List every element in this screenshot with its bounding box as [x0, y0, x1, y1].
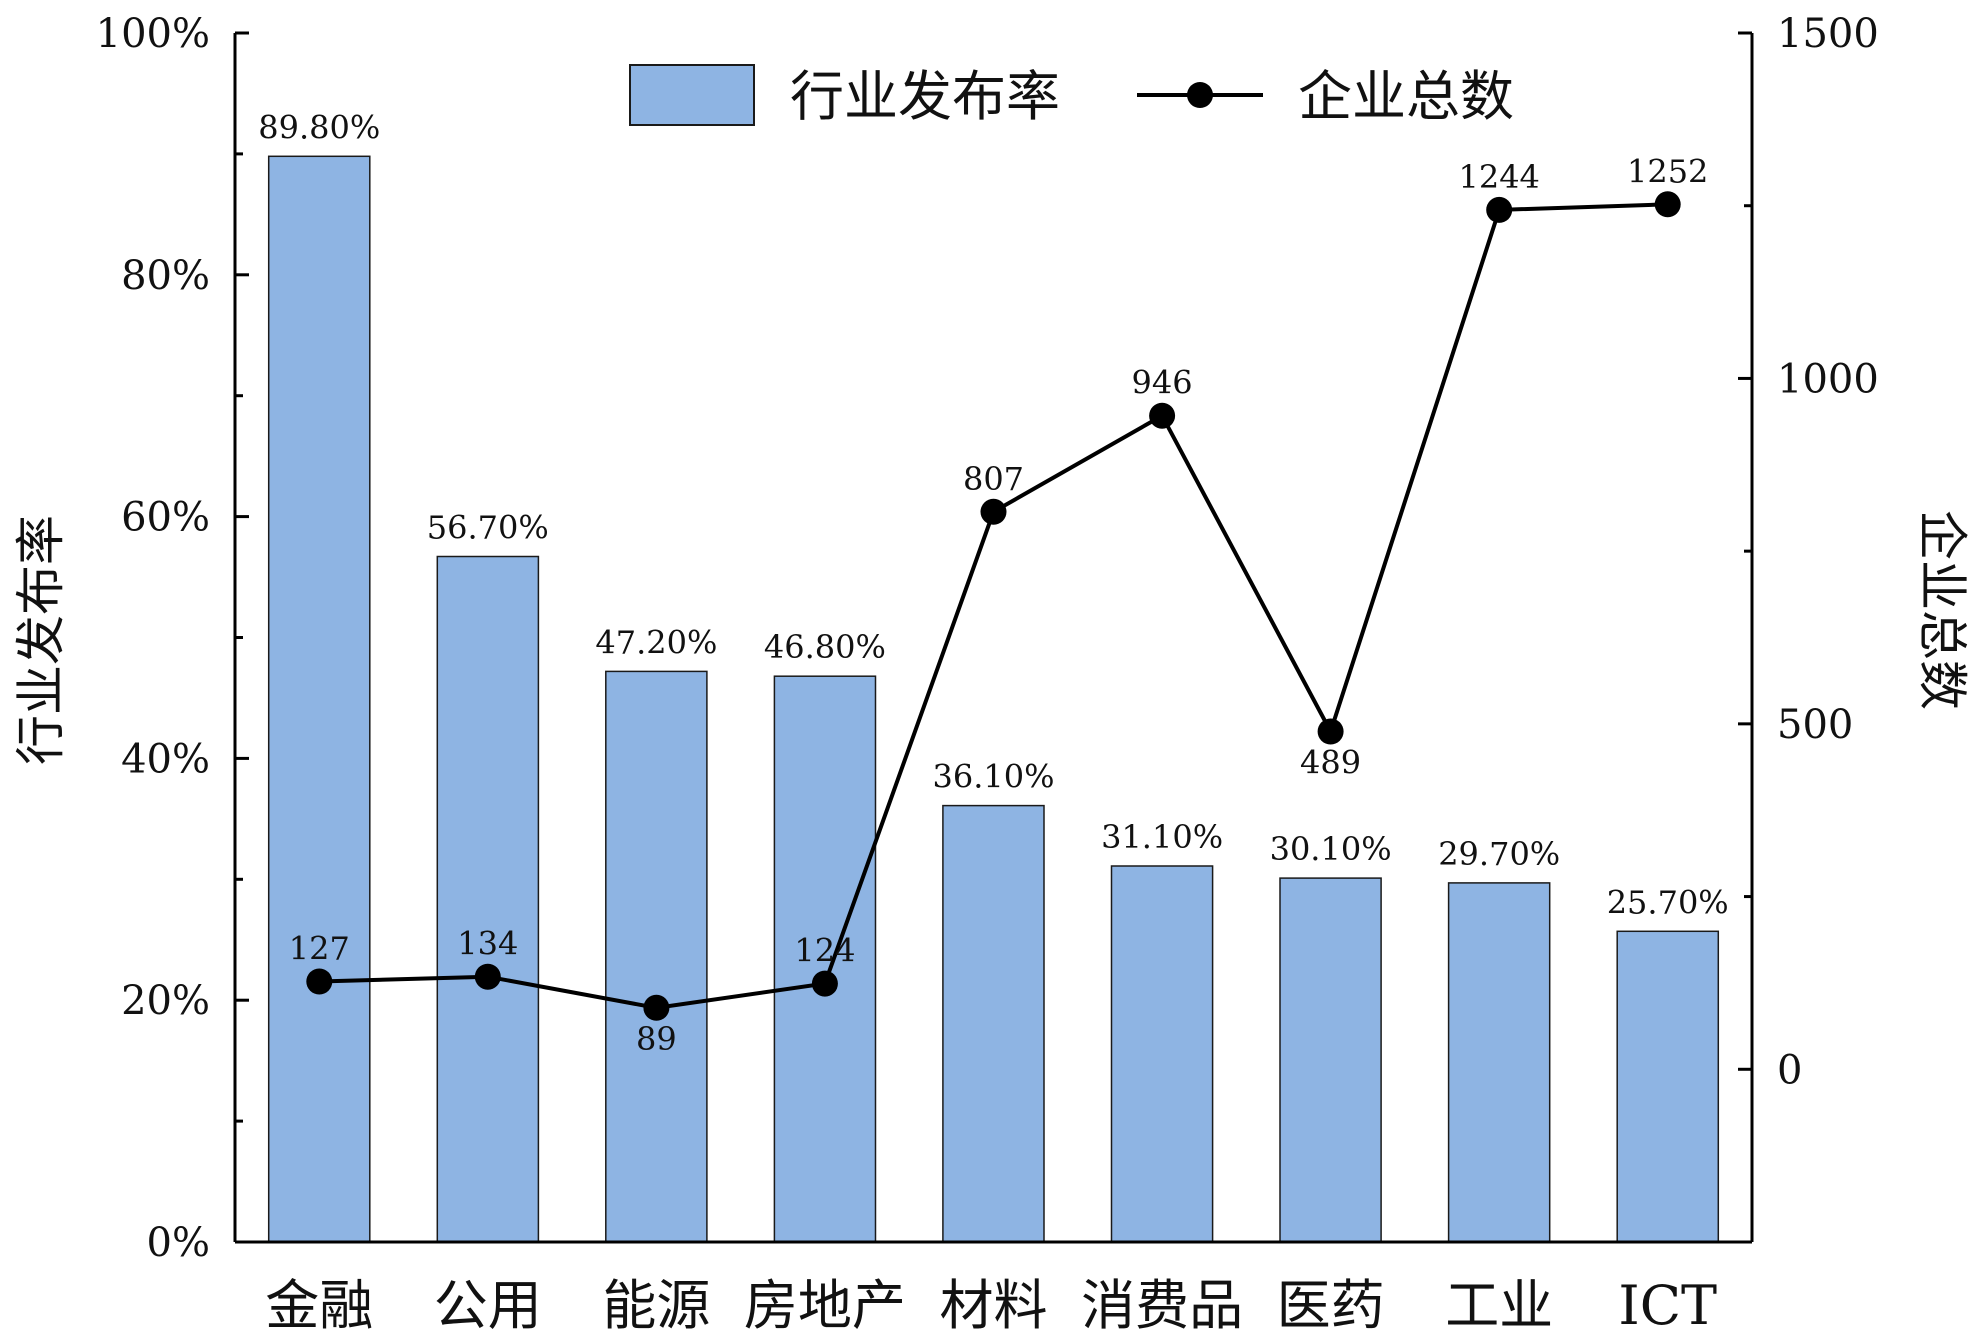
line-point — [811, 970, 838, 997]
legend-bar-label: 行业发布率 — [790, 65, 1060, 128]
bar-value-label: 56.70% — [427, 509, 549, 547]
line-point-label: 127 — [289, 930, 350, 968]
x-tick-label: 医药 — [1277, 1274, 1385, 1337]
line-point — [643, 994, 670, 1021]
bar — [1110, 865, 1214, 1243]
y-tick-label: 80% — [121, 253, 210, 299]
bar-value-label: 36.10% — [932, 758, 1054, 796]
bar-value-label: 47.20% — [595, 623, 717, 661]
line-point — [1486, 196, 1513, 223]
axes-layer: 0% 20% 40% 60% 80% 100% 0 500 1000 1500 金融 公用 能源 房地产材… — [96, 11, 1879, 1337]
line-point — [306, 968, 333, 995]
bar-value-label: 25.70% — [1607, 883, 1729, 921]
bar — [1447, 882, 1551, 1243]
legend-bar-swatch — [629, 64, 755, 126]
y-tick-label: 0% — [147, 1220, 210, 1266]
bar — [942, 804, 1045, 1243]
y-tick-label: 40% — [121, 736, 210, 782]
bar-value-label: 30.10% — [1270, 830, 1392, 868]
x-tick-label: 能源 — [602, 1274, 710, 1337]
bar-value-label: 31.10% — [1101, 818, 1223, 856]
legend: 行业发布率 企业总数 — [629, 64, 1514, 128]
x-tick-label: 房地产 — [744, 1274, 906, 1337]
bar — [773, 675, 877, 1243]
y2-axis-title: 企业总数 — [1913, 510, 1969, 710]
bar-value-label: 89.80% — [258, 108, 380, 146]
line-point-label: 124 — [794, 932, 855, 970]
line-point-label: 89 — [636, 1020, 677, 1058]
labels-layer: 89.80% 56.70% 47.20% 46.80% 36.10% 31.10% 30.1… — [258, 108, 1728, 1058]
x-tick-label: 消费品 — [1081, 1274, 1243, 1337]
legend-line-label: 企业总数 — [1298, 65, 1514, 128]
y-axis-title: 行业发布率 — [12, 515, 70, 765]
line-point — [980, 498, 1007, 525]
line-point-label: 1244 — [1458, 158, 1539, 196]
x-tick-label: 公用 — [434, 1274, 542, 1337]
bar — [436, 555, 540, 1243]
y-tick-label: 100% — [96, 11, 210, 57]
y2-tick-label: 1500 — [1777, 11, 1879, 57]
bar — [605, 670, 708, 1243]
bar — [1616, 930, 1720, 1243]
line-point — [474, 963, 501, 990]
y-tick-label: 60% — [121, 495, 210, 541]
line-point-label: 1252 — [1627, 152, 1708, 190]
x-tick-label: 材料 — [940, 1274, 1048, 1337]
bar-value-label: 46.80% — [764, 628, 886, 666]
line-point-label: 807 — [963, 460, 1024, 498]
x-tick-label: ICT — [1618, 1274, 1717, 1337]
line-point — [1149, 402, 1176, 429]
x-tick-label: 金融 — [265, 1274, 373, 1337]
bar — [1279, 877, 1382, 1243]
bar-value-label: 29.70% — [1438, 835, 1560, 873]
line-point-label: 134 — [457, 925, 518, 963]
bars-layer — [267, 155, 1720, 1243]
y2-tick-label: 1000 — [1777, 356, 1879, 402]
line-point — [1654, 191, 1681, 218]
y2-tick-label: 0 — [1777, 1047, 1802, 1093]
line-point-label: 489 — [1300, 744, 1361, 782]
line-point-label: 946 — [1132, 364, 1193, 402]
x-tick-label: 工业 — [1445, 1274, 1553, 1337]
line-layer — [306, 191, 1681, 1021]
y-tick-label: 20% — [121, 978, 210, 1024]
y2-tick-label: 500 — [1777, 702, 1853, 748]
bar — [267, 155, 371, 1243]
line-point — [1317, 718, 1344, 745]
legend-line-marker — [1187, 82, 1213, 108]
